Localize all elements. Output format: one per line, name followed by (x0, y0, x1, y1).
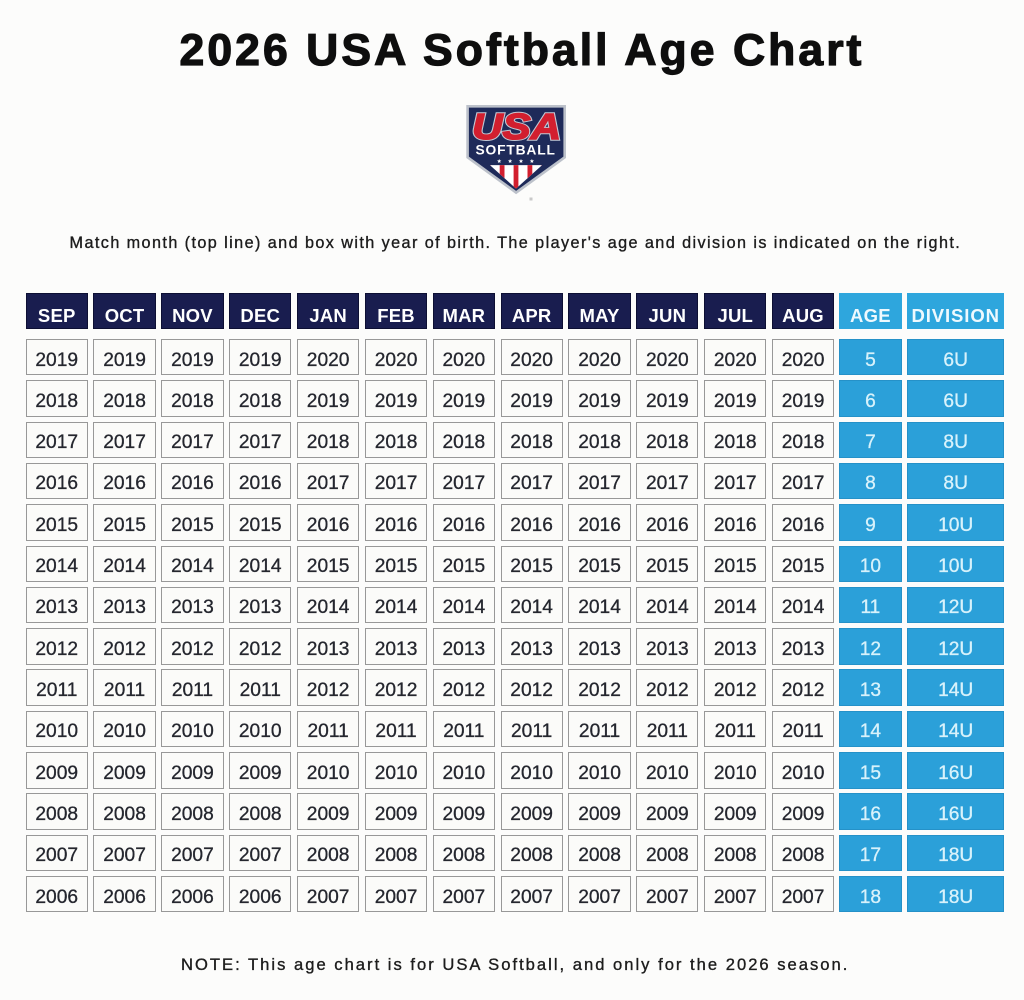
svg-text:USA: USA (472, 106, 561, 147)
svg-text:SOFTBALL: SOFTBALL (476, 143, 557, 158)
svg-text:USA: USA (472, 106, 561, 147)
